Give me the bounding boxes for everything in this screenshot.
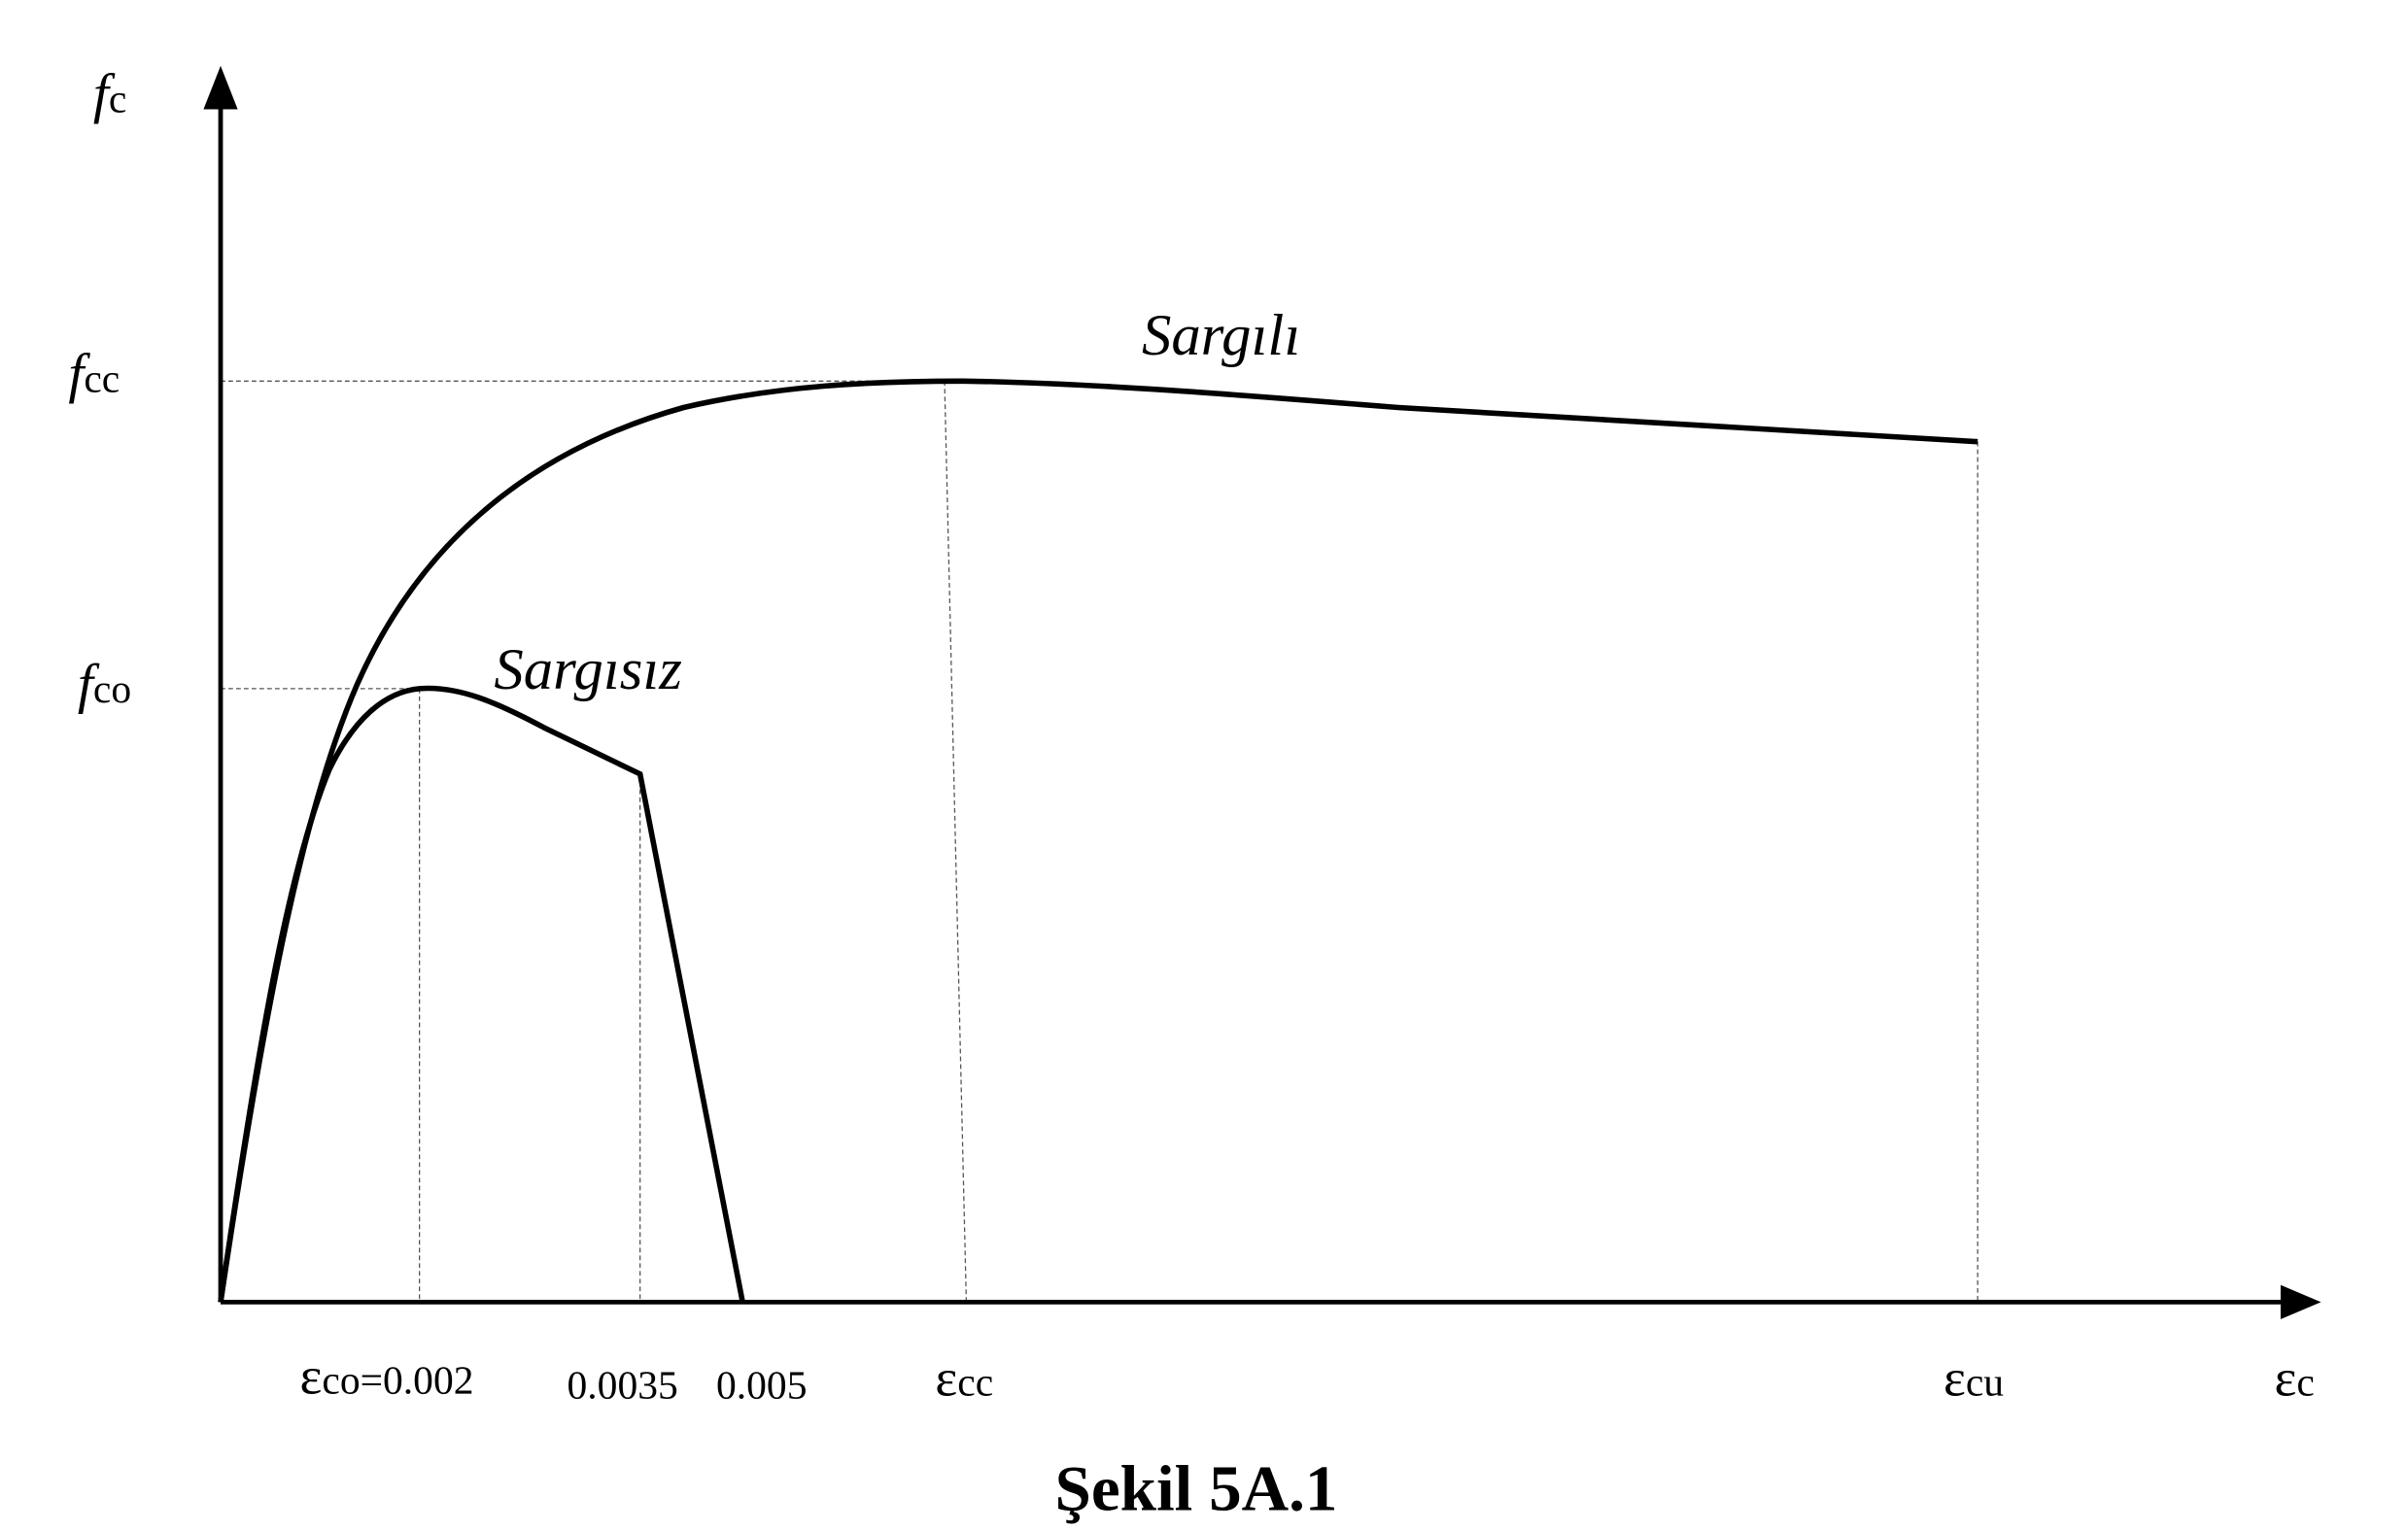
y-axis-arrow	[203, 65, 238, 110]
x-tick-ecu: εcu	[1944, 1348, 2004, 1407]
y-tick-fcc: fcc	[68, 344, 120, 405]
x-tick-eco: εco=0.002	[300, 1347, 474, 1406]
series-label-sargili: Sargılı	[1142, 303, 1300, 368]
y-axis-label: fc	[93, 64, 126, 125]
series-sargili-line	[218, 378, 1978, 1303]
x-axis-label: εc	[2275, 1348, 2315, 1407]
x-tick-ecc: εcc	[935, 1348, 993, 1407]
series-label-sargisiz: Sargısız	[494, 637, 682, 702]
x-tick-0035: 0.0035	[568, 1362, 678, 1407]
x-axis-arrow	[2280, 1284, 2322, 1319]
ecc-guide-line	[944, 381, 968, 1303]
figure-caption: Şekil 5A.1	[1055, 1452, 1338, 1525]
y-tick-fco: fco	[78, 654, 131, 715]
series-sargisiz-line	[218, 685, 745, 1303]
x-tick-0005: 0.005	[716, 1362, 807, 1407]
